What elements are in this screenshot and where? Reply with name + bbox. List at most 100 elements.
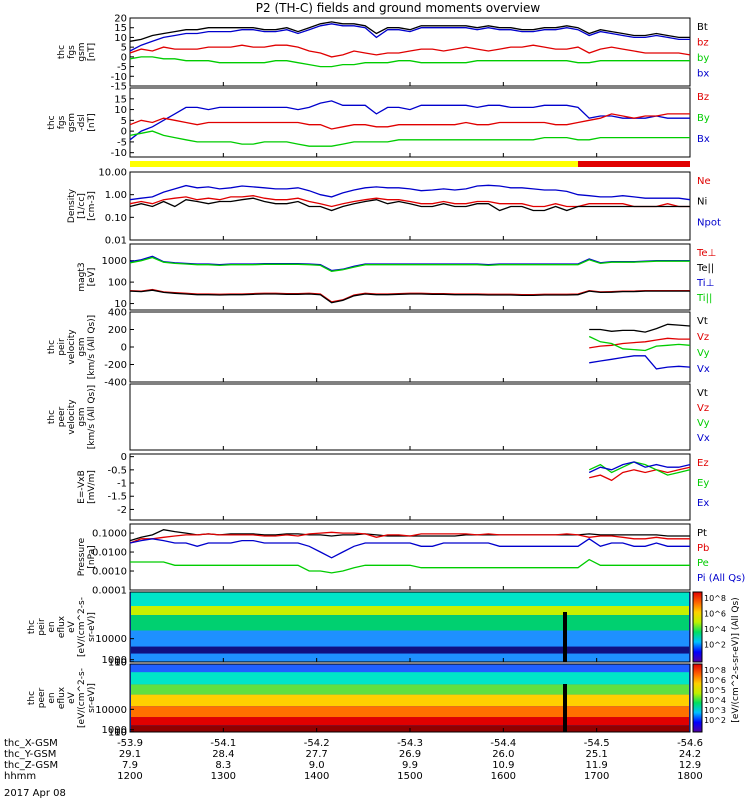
pressure-ylabel-line: [nPa] [87,545,97,568]
colorbar-tick-label: 10^5 [704,686,726,695]
fgs_gsm_dsl-series-By [129,130,690,147]
fgs_gsm-ytick-label: 5 [121,43,127,54]
peer_eflux-ylabel-line: thc [27,691,37,705]
pressure-legend-3: Pi (All Qs) [697,573,745,584]
fgs_gsm-series-Bt [129,21,690,42]
density-ylabel-line: [1/cc] [77,193,87,219]
temperature-series-Te|| [129,289,690,304]
colorbar [692,591,703,663]
pressure-series-Pe [130,558,690,574]
peir_eflux-band [131,630,689,647]
pressure-legend-2: Pe [697,558,709,569]
pressure-series-Pb [129,531,690,544]
colorbar-tick-label: 10^2 [704,716,726,725]
peir_velocity-frame [129,311,691,383]
fgs_gsm-legend-1: bz [697,38,709,49]
ephemeris-cell: 26.9 [399,749,421,760]
ephemeris-cell: 1700 [584,771,609,782]
fgs_gsm_dsl-legend-2: Bx [697,134,710,145]
ephemeris-cell: -54.3 [397,738,423,749]
fgs_gsm-series-by [129,56,690,68]
ephemeris-cell: 11.9 [586,760,608,771]
density-legend-0: Ne [697,176,711,187]
peer_velocity-legend-1: Vz [697,403,709,414]
fgs_gsm_dsl-legend-0: Bz [697,92,709,103]
colorbar-tick-label: 10^3 [704,706,726,715]
efield-legend-1: Ey [697,478,709,489]
figure-title: P2 (TH-C) fields and ground moments over… [256,1,541,15]
pressure-series-Pi [129,538,690,559]
peir_velocity-ytick-label: 0 [121,343,127,354]
ephemeris-row-label: thc_Y-GSM [4,749,56,760]
peer_velocity-frame [129,383,691,451]
colorbar [692,663,703,733]
peer_eflux-band [131,664,689,673]
peir_eflux-ylabel-line: peir [37,618,47,636]
fgs_gsm_dsl-ylabel-line: -dsl [77,114,87,130]
fgs_gsm_dsl-series-Bz [129,113,690,130]
temperature-ylabel-line: [eV] [87,268,97,287]
fgs_gsm-ytick-label: -15 [111,82,127,93]
peir_eflux-ytick-label: 1000 [102,655,127,666]
peir_velocity-ylabel-line: thc [47,340,57,354]
ephemeris-cell: 25.1 [586,749,608,760]
efield-legend-0: Ez [697,458,709,469]
fgs_gsm_dsl-ytick-label: -10 [111,148,127,159]
peir_eflux-band [131,592,689,606]
fgs_gsm-ylabel-line: thc [57,45,67,59]
peer_eflux-band [131,694,689,707]
temperature-legend-2: Ti⊥ [696,278,714,289]
peer_eflux-band [131,717,689,726]
efield-legend-2: Ex [697,498,709,509]
peir_velocity-series-Vy [588,335,691,352]
peer_velocity-ylabel-line: velocity [67,399,77,435]
ephemeris-cell: -54.4 [490,738,516,749]
fgs_gsm-ylabel-line: fgs [67,45,77,59]
density-series-Ne [129,195,690,208]
peer_eflux-ylabel-line: en [47,692,57,703]
ephemeris-row-label: hhmm [4,771,36,782]
density-series-Ni [129,197,690,212]
date-label: 2017 Apr 08 [4,788,66,799]
density-ytick-label: 10.00 [98,168,127,179]
region-bar-segment [130,161,578,167]
peer_eflux-ytick-label: 10 [114,727,127,738]
peir_velocity-legend-1: Vz [697,332,709,343]
fgs_gsm-legend-0: Bt [697,22,708,33]
colorbar-tick-label: 10^2 [704,641,726,650]
peir_velocity-series-Vt [589,323,691,333]
peer_eflux-ytick-label: 100 [108,727,127,738]
ephemeris-cell: 28.4 [212,749,234,760]
density-series-Npot [129,184,691,201]
panel-peir_velocity: -400 -200 0 200 400 thc peir velocity gsm [km/s (… [47,308,710,389]
peir_eflux-band [131,646,689,654]
efield-ytick-label: -1 [117,479,127,490]
fgs_gsm-legend-2: by [697,53,709,64]
fgs_gsm_dsl-ytick-label: 0 [121,127,127,138]
colorbar-unit-label: [eV/(cm^2-s-sr-eV)] (All Qs) [731,597,741,722]
efield-series-Ex [588,461,691,474]
efield-series-Ez [589,466,691,482]
pressure-ytick-label: 0.0010 [92,567,127,578]
peer_eflux-ylabel-line: [eV/(cm^2-s- [77,668,87,728]
panel-density: 0.01 0.10 1.00 10.00 Density [1/cc] [cm-3] Ne Ni… [67,168,721,247]
spectrogram-colorbars: 10^810^610^410^210^810^610^510^410^310^2… [692,591,741,733]
ephemeris-cell: 1800 [677,771,702,782]
peir_velocity-ylabel-line: velocity [67,329,77,365]
panel-pressure: 0.0001 0.0010 0.0100 0.1000 Pressure [nPa] Pt P… [77,523,745,597]
peir_velocity-ytick-label: -200 [104,360,127,371]
peer_eflux-ytick-label: 1000 [102,725,127,736]
pressure-ytick-label: 0.0001 [92,586,127,597]
peir_velocity-legend-2: Vy [697,348,710,359]
ephemeris-cell: 10.9 [492,760,514,771]
peir_velocity-ytick-label: 200 [108,325,127,336]
efield-ytick-label: -2 [117,505,127,516]
density-ytick-label: 1.00 [105,190,127,201]
ephemeris-cell: 24.2 [679,749,701,760]
efield-ytick-label: -1.5 [107,492,127,503]
fgs_gsm-ytick-label: -10 [111,72,127,83]
fgs_gsm-ytick-label: 0 [121,52,127,63]
